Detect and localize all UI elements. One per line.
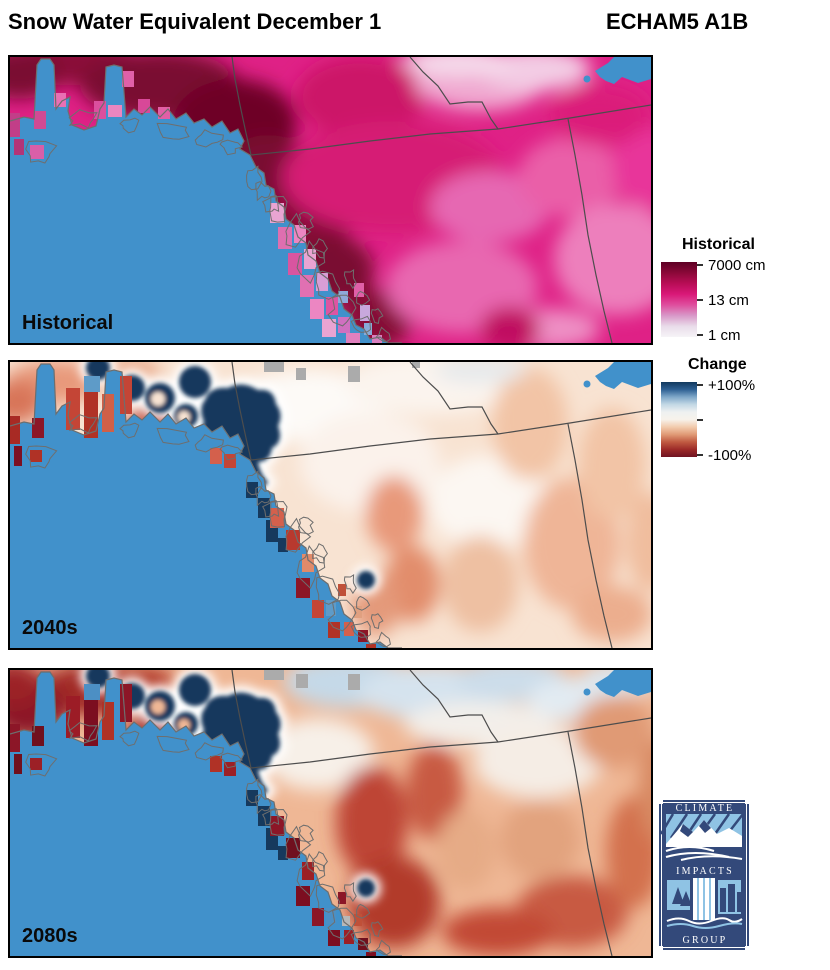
climate-impacts-group-logo: CLIMATE IMPACTS GROUP xyxy=(659,800,749,950)
logo-waterfall-scene xyxy=(666,878,743,929)
grid-cells xyxy=(10,684,376,956)
admin-borders xyxy=(231,362,651,648)
coastline xyxy=(10,671,402,956)
admin-borders xyxy=(231,670,651,956)
map-panel-2080s: 2080s xyxy=(8,668,653,958)
panel-label-2080s: 2080s xyxy=(22,925,78,947)
logo-text-impacts: IMPACTS xyxy=(676,866,734,877)
panel-label-2040s: 2040s xyxy=(22,617,78,639)
admin-borders xyxy=(231,57,651,343)
historical-tick-mid: 13 cm xyxy=(697,292,749,309)
heat-field xyxy=(10,362,651,642)
tick-mark xyxy=(697,334,703,336)
legend-historical: Historical 7000 cm 13 cm 1 cm xyxy=(660,236,825,344)
map-canvas-historical xyxy=(10,57,651,343)
island-outlines xyxy=(25,722,391,956)
historical-colorbar xyxy=(661,262,697,337)
scenario-label: ECHAM5 A1B xyxy=(606,9,749,34)
historical-tick-max: 7000 cm xyxy=(697,257,766,274)
small-lake xyxy=(583,75,591,83)
small-lake xyxy=(583,380,591,388)
lake xyxy=(595,362,651,389)
map-canvas-2040s xyxy=(10,362,651,648)
ocean xyxy=(10,672,402,956)
ocean xyxy=(10,59,402,343)
island-outlines xyxy=(25,414,391,648)
panel-label-historical: Historical xyxy=(22,312,114,334)
coastline xyxy=(10,58,402,343)
map-canvas-2080s xyxy=(10,670,651,956)
change-tick-min: -100% xyxy=(697,447,751,464)
lake xyxy=(595,670,651,697)
map-panel-historical: Historical xyxy=(8,55,653,345)
change-tick-mid xyxy=(697,412,708,428)
change-tick-max: +100% xyxy=(697,377,755,394)
tick-mark xyxy=(697,264,703,266)
figure-title: Snow Water Equivalent December 1 xyxy=(8,9,382,34)
nodata-cells xyxy=(264,362,420,382)
tick-mark xyxy=(697,454,703,456)
tick-mark xyxy=(697,384,703,386)
tick-mark xyxy=(697,419,703,421)
swe-increase-blobs xyxy=(86,670,375,897)
legend-change-title: Change xyxy=(688,356,747,373)
lake xyxy=(595,57,651,84)
logo-text-climate: CLIMATE xyxy=(676,803,735,814)
small-lake xyxy=(583,688,591,696)
ocean xyxy=(10,364,402,648)
map-panel-2040s: 2040s xyxy=(8,360,653,650)
change-colorbar xyxy=(661,382,697,457)
logo-canvas: CLIMATE IMPACTS GROUP xyxy=(659,800,749,950)
legend-historical-title: Historical xyxy=(682,236,755,253)
island-outlines xyxy=(25,109,391,343)
grid-cells xyxy=(10,376,376,648)
logo-mountain-scene xyxy=(659,813,744,861)
swe-increase-blobs xyxy=(86,362,375,589)
tick-mark xyxy=(697,299,703,301)
coastline xyxy=(10,363,402,648)
nodata-cells xyxy=(264,670,360,690)
legend-change: Change +100% -100% xyxy=(660,356,825,464)
logo-text-group: GROUP xyxy=(683,935,728,946)
historical-tick-min: 1 cm xyxy=(697,327,741,344)
